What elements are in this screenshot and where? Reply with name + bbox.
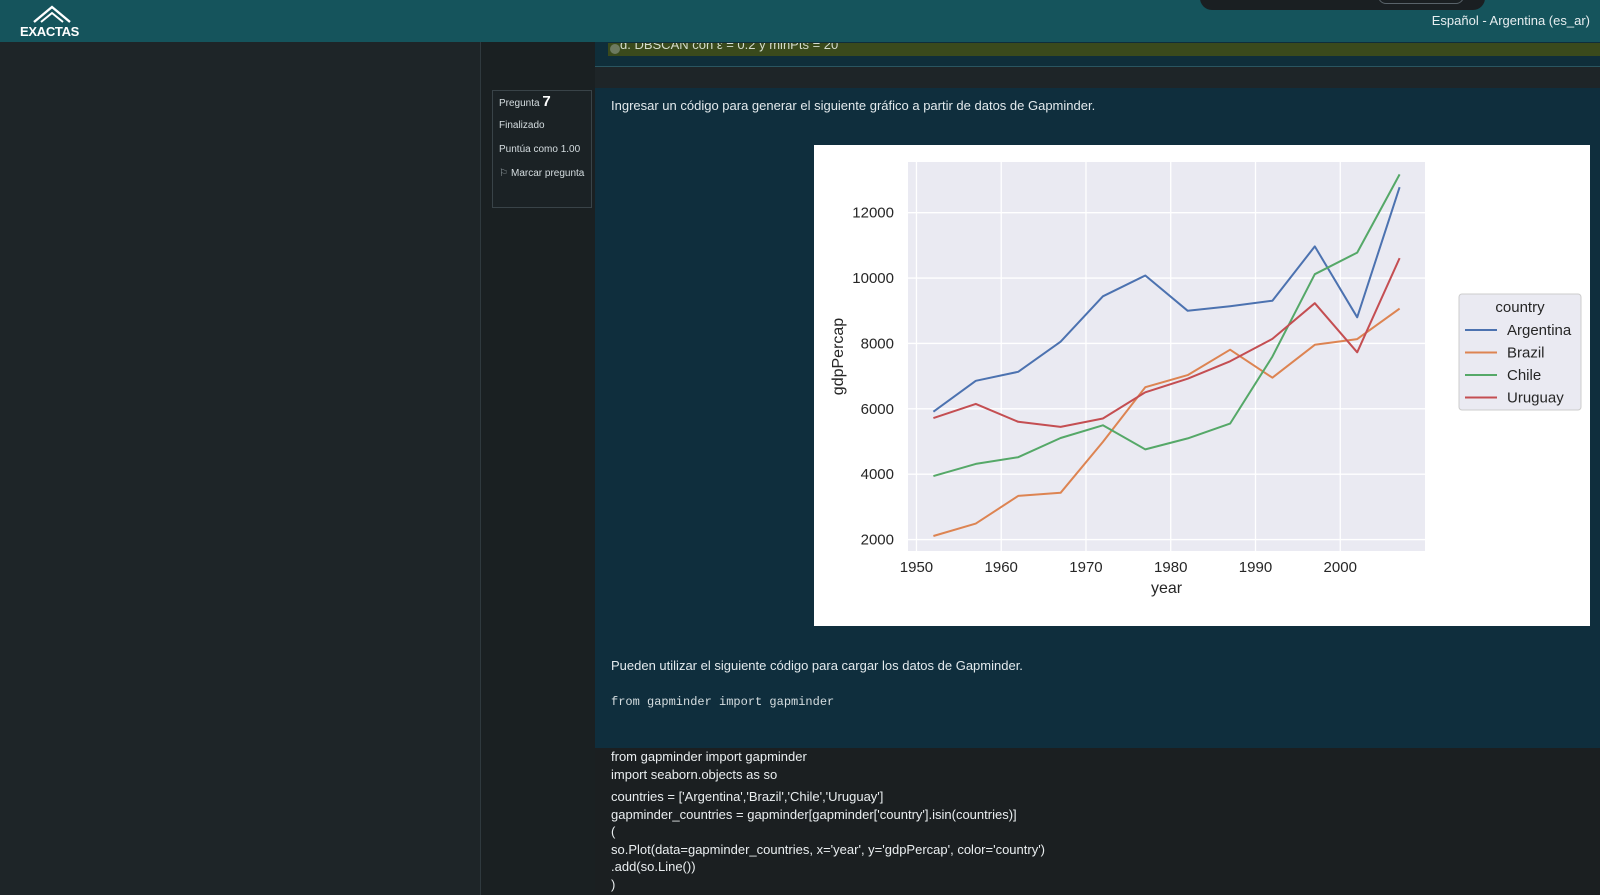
question-state: Finalizado	[499, 120, 545, 131]
x-tick-label: 1950	[900, 559, 933, 576]
x-tick-label: 2000	[1324, 559, 1357, 576]
legend-label: Chile	[1507, 367, 1541, 384]
answer-code-line: countries = ['Argentina','Brazil','Chile…	[611, 789, 884, 804]
answer-text-area[interactable]: from gapminder import gapminder import se…	[595, 748, 1600, 895]
question-number: 7	[542, 93, 551, 110]
x-tick-label: 1980	[1154, 559, 1187, 576]
top-toolbar	[1200, 0, 1485, 10]
answer-code-line: gapminder_countries = gapminder[gapminde…	[611, 806, 1017, 822]
logo-text: EXACTAS	[20, 24, 80, 39]
y-tick-label: 8000	[861, 335, 894, 352]
question-text-secondary: Pueden utilizar el siguiente código para…	[611, 658, 1023, 673]
y-tick-label: 4000	[861, 466, 894, 483]
answer-code-line: from gapminder import gapminder	[611, 749, 807, 764]
question-label: Pregunta	[499, 98, 540, 109]
previous-answer-option: d. DBSCAN con ε = 0.2 y minPts = 20	[608, 43, 1600, 56]
y-axis-label: gdpPercap	[830, 318, 847, 395]
series-line-brazil	[933, 307, 1401, 537]
top-navbar: EXACTAS Español - Argentina (es_ar)	[0, 0, 1600, 42]
radio-icon	[610, 44, 620, 54]
answer-code-line: so.Plot(data=gapminder_countries, x='yea…	[611, 841, 1046, 857]
plot-background	[908, 162, 1425, 551]
answer-code-line: (	[611, 824, 616, 839]
flag-label: Marcar pregunta	[511, 168, 585, 179]
series-line-uruguay	[933, 257, 1401, 428]
question-score: Puntúa como 1.00	[499, 144, 581, 155]
flag-question-link[interactable]: ⚐ Marcar pregunta	[499, 168, 585, 180]
x-tick-label: 1960	[985, 559, 1018, 576]
exactas-logo[interactable]: EXACTAS	[20, 4, 82, 40]
logo-roof-icon	[33, 5, 71, 23]
answer-code-line: import seaborn.objects as so	[611, 766, 778, 782]
legend-label: Uruguay	[1507, 390, 1564, 407]
left-sidebar	[0, 42, 481, 895]
series-line-argentina	[932, 186, 1401, 413]
language-selector[interactable]: Español - Argentina (es_ar)	[1431, 13, 1590, 28]
answer-code-line: .add(so.Line())	[611, 859, 696, 874]
question-code: from gapminder import gapminder	[611, 695, 835, 709]
legend-label: Argentina	[1507, 322, 1572, 339]
question-info-box: Pregunta 7 Finalizado Puntúa como 1.00 ⚐…	[492, 90, 592, 208]
flag-icon: ⚐	[499, 168, 508, 179]
answer-code-line: )	[611, 876, 616, 892]
question-text: Ingresar un código para generar el sigui…	[611, 98, 1096, 113]
y-tick-label: 12000	[852, 205, 894, 222]
x-tick-label: 1990	[1239, 559, 1272, 576]
previous-answer-text: d. DBSCAN con ε = 0.2 y minPts = 20	[620, 43, 839, 52]
question-number-row: Pregunta 7	[499, 93, 585, 110]
legend-box	[1458, 293, 1582, 411]
x-axis-label: year	[1151, 580, 1183, 597]
sidebar-divider	[480, 42, 481, 895]
gapminder-chart: 1950 1960 1970 1980 1990 2000 2000 4000 6000 8000…	[814, 145, 1590, 626]
y-tick-label: 2000	[861, 532, 894, 549]
y-tick-label: 10000	[852, 270, 894, 287]
y-tick-label: 6000	[861, 401, 894, 418]
series-line-chile	[933, 173, 1401, 478]
legend-label: Brazil	[1507, 345, 1545, 362]
legend-title: country	[1495, 299, 1545, 316]
x-tick-label: 1970	[1069, 559, 1102, 576]
top-toolbar-button[interactable]	[1378, 0, 1464, 4]
chart-svg: 1950 1960 1970 1980 1990 2000 2000 4000 6000 8000…	[830, 162, 1582, 597]
